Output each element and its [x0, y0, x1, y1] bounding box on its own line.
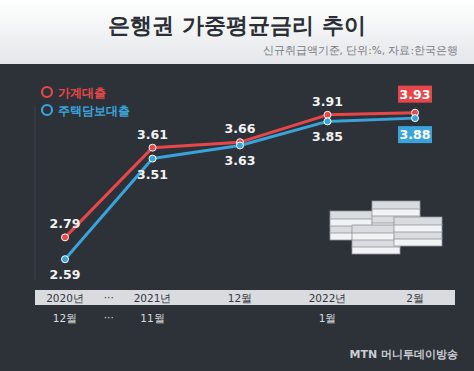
data-label: 3.91 [312, 94, 343, 109]
series-line [65, 118, 415, 259]
axis-break: ··· [104, 311, 114, 323]
data-label: 3.51 [137, 167, 168, 182]
data-labels: 2.79 3.61 3.66 3.91 3.93 2.59 3.51 3.63 3.85 3.88 [50, 86, 432, 283]
x-tick-label: 1월 [319, 312, 337, 324]
x-tick-label: 2월 [406, 292, 424, 304]
series-point [62, 234, 69, 241]
data-label: 2.59 [50, 267, 81, 282]
subtitle: 신규취급액기준, 단위:%, 자료:한국은행 [263, 44, 458, 56]
series-line [65, 113, 415, 238]
legend-marker [42, 105, 52, 115]
money-bill [394, 217, 442, 225]
data-label: 3.93 [400, 87, 431, 102]
money-bill [352, 225, 400, 233]
data-label: 3.63 [225, 153, 256, 168]
axis-break: ··· [104, 291, 114, 303]
series-point [324, 118, 331, 125]
series-point [149, 144, 156, 151]
header-background [0, 0, 474, 64]
data-label: 3.61 [137, 127, 168, 142]
x-tick-label: 11월 [140, 312, 164, 324]
background [0, 0, 474, 371]
data-label: 2.79 [50, 216, 81, 231]
money-bill [330, 211, 378, 219]
series-point [149, 155, 156, 162]
x-tick-label: 12월 [53, 312, 77, 324]
legend: 가계대출주택담보대출 [42, 86, 130, 118]
legend-label: 주택담보대출 [58, 104, 130, 118]
plot-area [62, 109, 419, 263]
series-point [412, 115, 419, 122]
data-label: 3.88 [400, 127, 431, 142]
x-tick-label: 2020년 [46, 292, 84, 304]
money-bill [372, 201, 420, 209]
data-label-box [398, 86, 432, 103]
money-icon [330, 201, 442, 254]
series-point [62, 256, 69, 263]
chart-root: 은행권 가중평균금리 추이신규취급액기준, 단위:%, 자료:한국은행 2.79 3… [0, 0, 474, 371]
x-axis: 2020년 12월 2021년 11월 12월 2022년 1월 2월 ··· ··· [46, 291, 424, 324]
data-label: 3.85 [312, 129, 343, 144]
series-point [324, 111, 331, 118]
legend-marker [42, 87, 52, 97]
x-tick-label: 2022년 [309, 292, 347, 304]
series-point [237, 142, 244, 149]
x-tick-label: 12월 [228, 292, 252, 304]
data-label-box [398, 126, 432, 143]
source: MTN 머니투데이방송 [350, 348, 459, 361]
x-tick-label: 2021년 [134, 292, 172, 304]
title: 은행권 가중평균금리 추이 [108, 13, 365, 38]
data-label: 3.66 [225, 121, 256, 136]
x-axis-band [35, 290, 455, 305]
legend-label: 가계대출 [58, 86, 106, 100]
y-axis-line [35, 105, 36, 280]
